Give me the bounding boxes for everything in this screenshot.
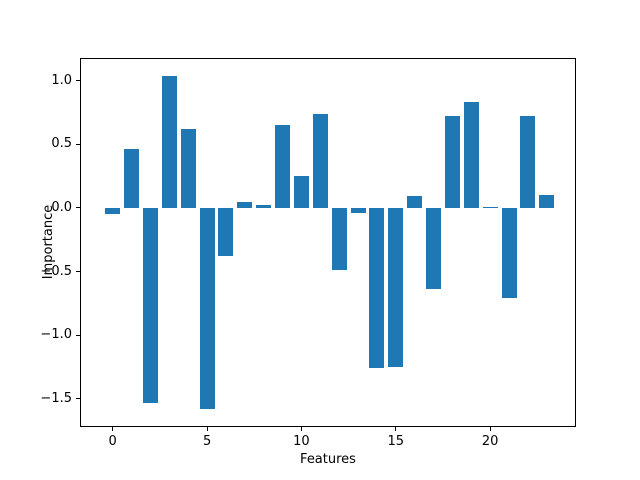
y-axis-tick	[76, 271, 80, 272]
bar	[180, 129, 196, 208]
bar	[256, 205, 272, 208]
x-axis-tick-label: 20	[481, 434, 499, 449]
bar	[463, 102, 479, 208]
bar	[312, 113, 328, 208]
bar	[218, 207, 234, 257]
plot-area: 0 5 10 15 20 1.0 0.5 0.0 −0.5 −1.0 −1.5	[40, 58, 576, 449]
x-axis-tick-label: 0	[108, 434, 117, 449]
bar	[426, 207, 442, 290]
bar	[124, 149, 140, 208]
x-axis-tick-label: 10	[293, 434, 310, 449]
y-axis-tick	[76, 334, 80, 336]
bar	[142, 207, 158, 403]
x-axis-tick	[206, 427, 208, 431]
y-axis-tick	[76, 398, 80, 400]
bar	[275, 125, 291, 208]
x-axis-tick	[112, 427, 114, 431]
bar	[161, 75, 177, 208]
y-axis-tick-label: −0.5	[40, 263, 72, 279]
x-axis-tick	[489, 427, 491, 431]
y-axis-tick-label: 0.0	[51, 199, 72, 215]
x-axis-label: Features	[300, 452, 356, 467]
y-axis-tick-label: 0.5	[51, 136, 72, 152]
x-axis-tick-label: 15	[387, 434, 405, 449]
y-axis-tick	[76, 207, 80, 209]
bars-layer	[81, 59, 575, 426]
bar	[388, 207, 404, 367]
bar	[199, 207, 215, 409]
bar	[444, 116, 460, 208]
bar	[482, 206, 498, 208]
bar	[237, 201, 253, 208]
bar	[501, 207, 517, 299]
y-axis-tick	[76, 80, 80, 82]
bar	[520, 116, 536, 208]
x-axis-tick	[395, 427, 397, 431]
y-axis-tick-label: −1.0	[40, 327, 72, 343]
bar	[539, 195, 555, 208]
bar	[350, 207, 366, 213]
y-axis-tick-label: −1.5	[40, 390, 72, 406]
axis-ticks-layer: 0 5 10 15 20 1.0 0.5 0.0 −0.5 −1.0 −1.5	[40, 59, 575, 449]
y-axis-label: Importance	[41, 204, 56, 280]
y-axis-tick	[76, 143, 80, 145]
bar	[407, 196, 423, 208]
y-axis-tick-label: 1.0	[51, 72, 72, 88]
x-axis-tick-label: 5	[202, 434, 212, 449]
bar	[369, 207, 385, 369]
x-axis-tick	[300, 427, 302, 431]
bar	[293, 176, 309, 208]
bar	[331, 207, 347, 271]
bar	[105, 207, 121, 215]
